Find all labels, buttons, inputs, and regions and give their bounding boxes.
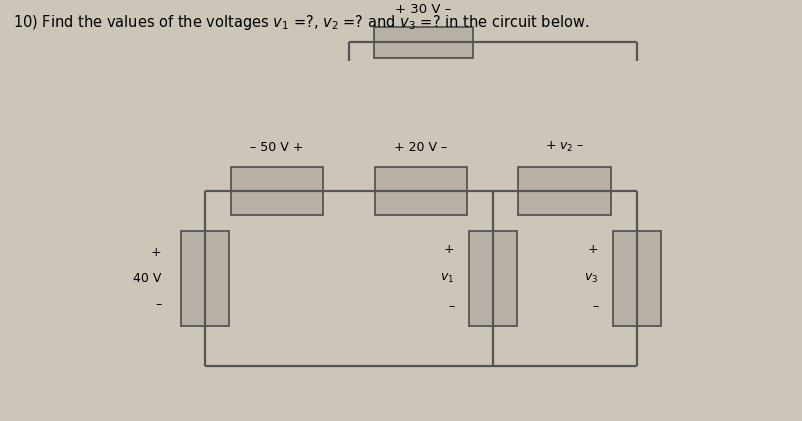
Text: + 20 V –: + 20 V – <box>395 141 448 155</box>
Text: +: + <box>588 243 598 256</box>
Bar <box>613 231 661 326</box>
Bar <box>469 231 516 326</box>
Text: –: – <box>448 300 455 313</box>
Bar <box>181 231 229 326</box>
Text: 40 V: 40 V <box>133 272 161 285</box>
Text: – 50 V +: – 50 V + <box>250 141 304 155</box>
Text: +: + <box>151 246 161 259</box>
Bar <box>375 167 468 215</box>
Text: –: – <box>592 300 598 313</box>
Text: +: + <box>444 243 455 256</box>
Text: + 30 V –: + 30 V – <box>395 3 452 16</box>
Text: –: – <box>155 298 161 311</box>
Text: 10) Find the values of the voltages $v_1$ =?, $v_2$ =? and $v_3$ =? in the circu: 10) Find the values of the voltages $v_1… <box>14 13 589 32</box>
Bar <box>374 27 473 58</box>
Text: + $v_2$ –: + $v_2$ – <box>545 140 585 155</box>
Text: $v_1$: $v_1$ <box>440 272 455 285</box>
Bar <box>231 167 323 215</box>
Bar <box>518 167 611 215</box>
Text: $v_3$: $v_3$ <box>584 272 598 285</box>
